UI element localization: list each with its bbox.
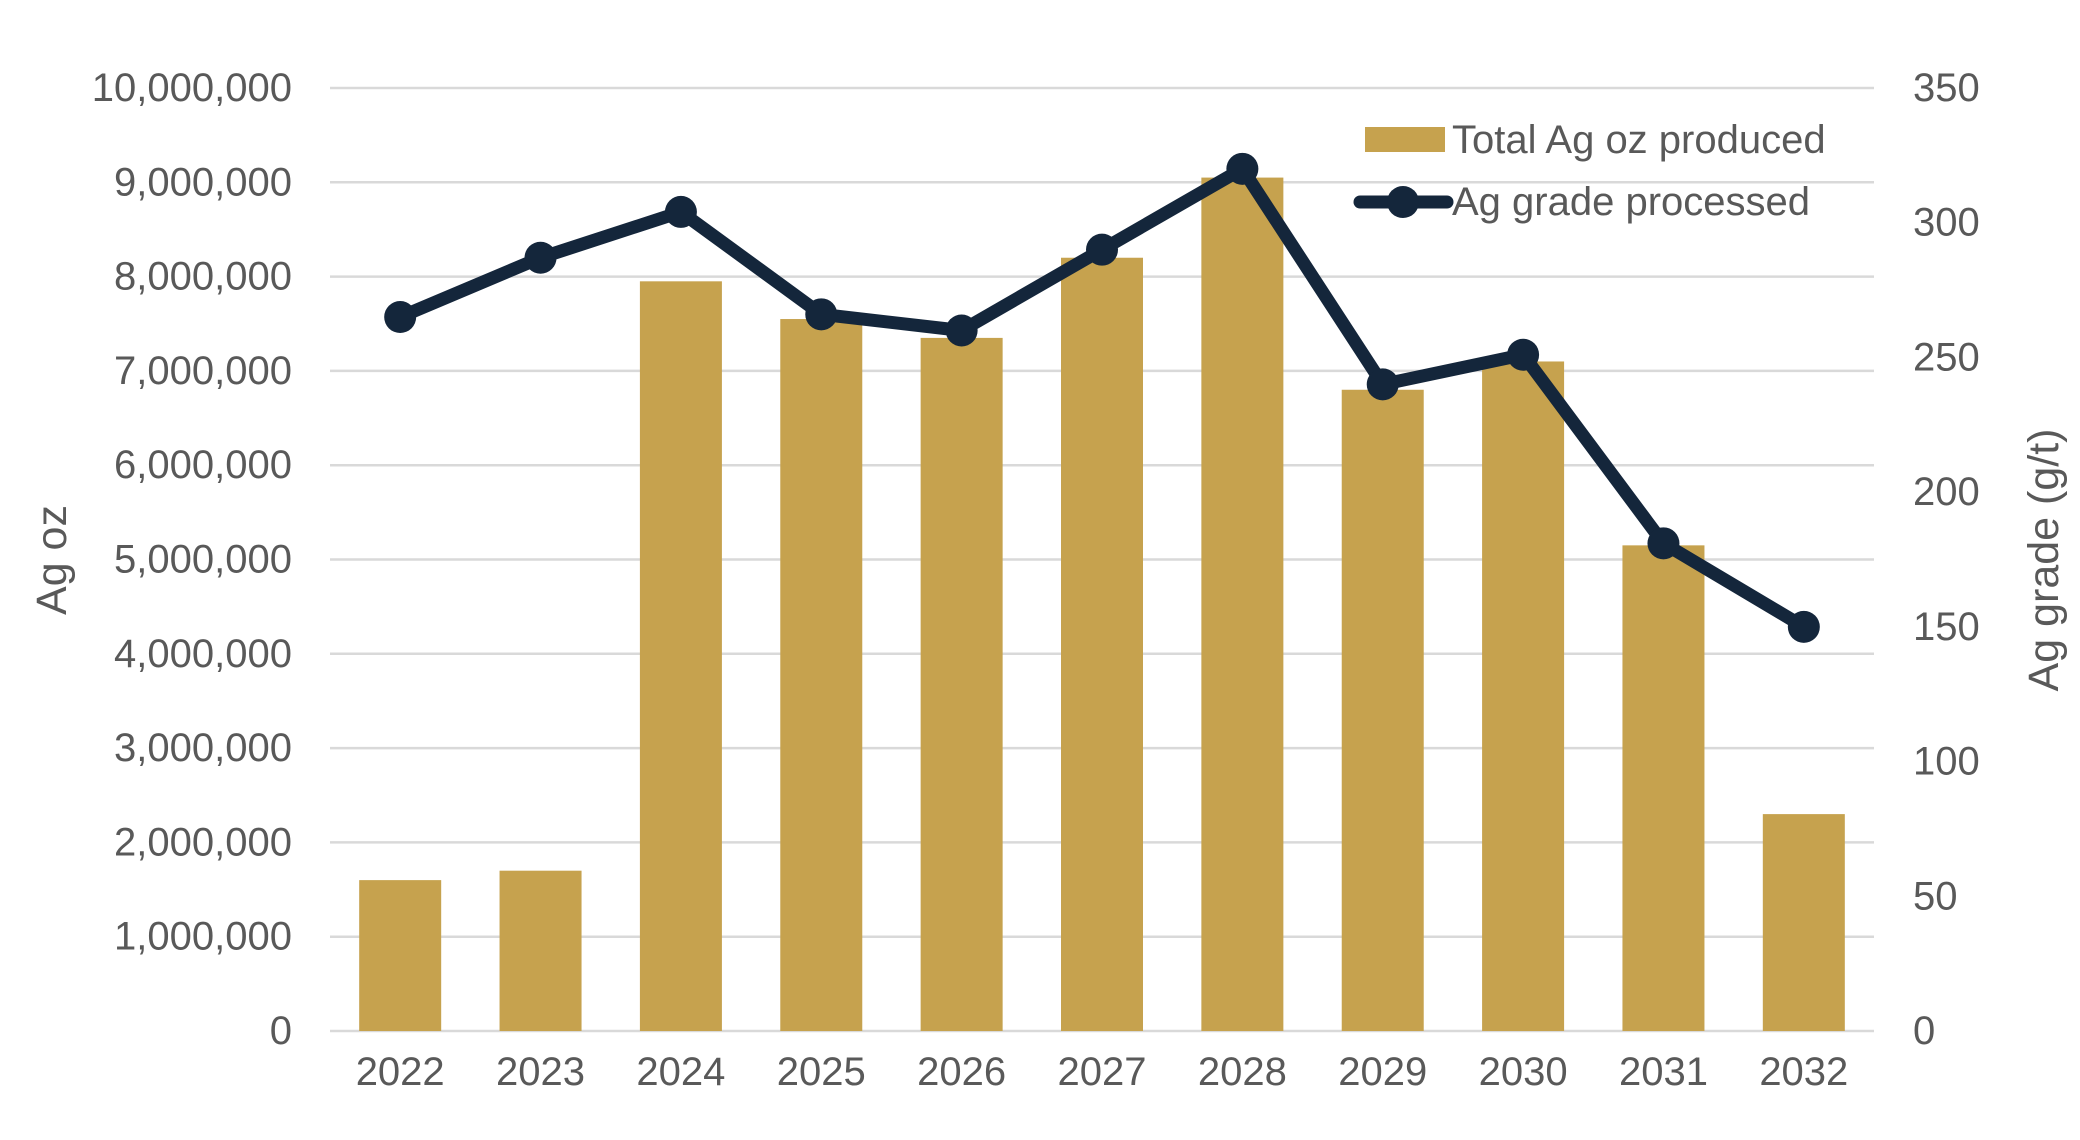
right-axis-title: Ag grade (g/t) [2020, 429, 2068, 692]
line-point-2030 [1507, 338, 1540, 371]
left-axis-title: Ag oz [28, 505, 76, 615]
left-axis-tick-label: 1,000,000 [114, 915, 292, 959]
bar-2026 [920, 337, 1003, 1031]
right-axis-tick-label: 250 [1913, 335, 1980, 379]
line-point-2032 [1787, 610, 1820, 643]
line-point-2027 [1086, 233, 1118, 266]
left-axis-tick-label: 7,000,000 [114, 349, 292, 393]
left-axis-tick-label: 10,000,000 [92, 66, 292, 110]
x-axis-label-2024: 2024 [636, 1050, 725, 1094]
x-axis-label-2028: 2028 [1198, 1050, 1287, 1094]
bar-2025 [780, 319, 863, 1031]
right-axis-tick-label: 200 [1913, 470, 1980, 514]
line-point-2024 [664, 195, 697, 228]
line-point-2029 [1366, 368, 1399, 401]
left-axis-tick-label: 4,000,000 [114, 632, 292, 676]
bar-2032 [1762, 814, 1845, 1031]
x-axis-label-2022: 2022 [356, 1050, 445, 1094]
bar-2031 [1622, 545, 1705, 1031]
x-axis-label-2027: 2027 [1058, 1050, 1147, 1094]
legend-label-line: Ag grade processed [1452, 180, 1810, 224]
x-axis-label-2030: 2030 [1479, 1050, 1568, 1094]
bar-series [359, 177, 1845, 1032]
left-axis-tick-label: 3,000,000 [114, 726, 292, 770]
line-point-2028 [1226, 152, 1259, 185]
left-axis-tick-label: 8,000,000 [114, 255, 292, 299]
right-axis-tick-label: 150 [1913, 605, 1980, 649]
line-point-2025 [805, 298, 838, 331]
bar-2022 [359, 880, 442, 1031]
right-axis-tick-label: 0 [1913, 1009, 1935, 1053]
left-axis-tick-label: 0 [270, 1009, 292, 1053]
line-series [384, 152, 1820, 643]
legend: Total Ag oz produced Ag grade processed [1353, 118, 1826, 224]
legend-swatch-bar [1365, 127, 1445, 152]
left-axis-ticks: 0 1,000,000 2,000,000 3,000,000 4,000,000 5,0… [92, 66, 292, 1053]
x-axis-label-2025: 2025 [777, 1050, 866, 1094]
x-axis-label-2031: 2031 [1619, 1050, 1708, 1094]
x-axis-labels: 2022 2023 2024 2025 2026 2027 2028 2029 2030 2031… [356, 1050, 1849, 1094]
left-axis-tick-label: 9,000,000 [114, 160, 292, 204]
x-axis-label-2023: 2023 [496, 1050, 585, 1094]
bar-2023 [499, 870, 582, 1031]
right-axis-ticks: 0 50 100 150 200 250 300 350 [1913, 66, 1980, 1053]
bar-2028 [1201, 177, 1284, 1031]
line-point-2031 [1647, 527, 1680, 560]
line-point-2022 [384, 301, 417, 334]
x-axis-label-2029: 2029 [1338, 1050, 1427, 1094]
bar-2030 [1482, 361, 1565, 1032]
left-axis-tick-label: 5,000,000 [114, 538, 292, 582]
bar-2027 [1061, 257, 1143, 1031]
bar-2024 [639, 281, 722, 1031]
line-point-2026 [945, 314, 978, 347]
legend-swatch-line-marker [1387, 186, 1419, 218]
legend-label-bar: Total Ag oz produced [1452, 118, 1826, 162]
x-axis-label-2032: 2032 [1759, 1050, 1848, 1094]
left-axis-tick-label: 2,000,000 [114, 820, 292, 864]
right-axis-tick-label: 100 [1913, 740, 1980, 784]
right-axis-tick-label: 300 [1913, 201, 1980, 245]
x-axis-label-2026: 2026 [917, 1050, 1006, 1094]
right-axis-tick-label: 50 [1913, 874, 1958, 918]
right-axis-tick-label: 350 [1913, 66, 1980, 110]
left-axis-tick-label: 6,000,000 [114, 443, 292, 487]
bar-2029 [1341, 389, 1424, 1031]
line-point-2023 [524, 241, 557, 274]
